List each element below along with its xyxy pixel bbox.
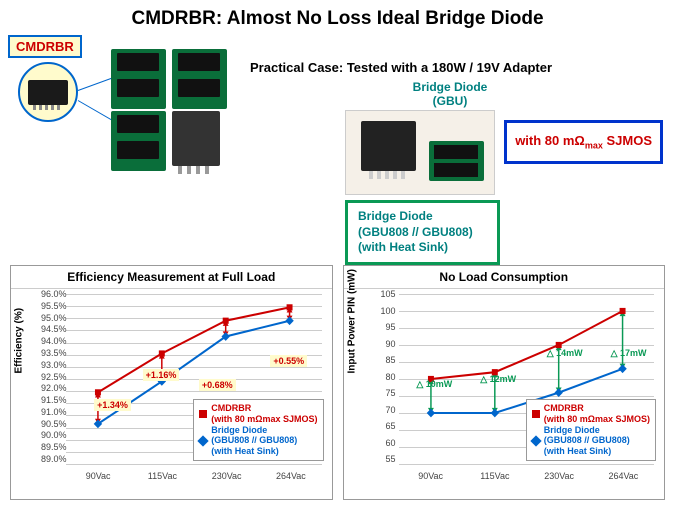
sjmos-text-1: with 80 mΩ	[515, 133, 585, 148]
y-tick-label: 90	[374, 339, 396, 349]
chart-no-load: No Load Consumption △ 10mW △ 12mW △ 14mW △ 1…	[343, 265, 666, 500]
y-tick-label: 91.5%	[41, 395, 63, 405]
bridge-diode-label: Bridge Diode(GBU)	[395, 80, 505, 108]
series-marker	[619, 308, 625, 314]
y-tick-label: 55	[374, 454, 396, 464]
y-tick-label: 92.5%	[41, 372, 63, 382]
charts-row: Efficiency Measurement at Full Load +1.34…	[10, 265, 665, 500]
sjmos-text-2: SJMOS	[603, 133, 652, 148]
sjmos-callout: with 80 mΩmax SJMOS	[504, 120, 663, 164]
series-marker	[285, 316, 293, 325]
pcb-board-2	[172, 49, 227, 109]
x-tick-label: 115Vac	[480, 471, 509, 481]
y-tick-label: 89.0%	[41, 454, 63, 464]
diff-label: +1.16%	[143, 369, 180, 381]
series-marker	[426, 409, 434, 418]
series-marker	[95, 389, 101, 395]
y-tick-label: 100	[374, 306, 396, 316]
y-tick-label: 105	[374, 289, 396, 299]
legend-marker	[198, 435, 209, 446]
chip-icon	[28, 80, 68, 105]
y-tick-label: 94.0%	[41, 336, 63, 346]
y-axis-label: Input Power PIN (mW)	[346, 269, 357, 373]
chart-title: Efficiency Measurement at Full Load	[11, 266, 332, 289]
y-tick-label: 65	[374, 421, 396, 431]
y-tick-label: 93.5%	[41, 348, 63, 358]
chart-title: No Load Consumption	[344, 266, 665, 289]
series-marker	[159, 350, 165, 356]
pcb-board-1	[111, 49, 166, 109]
legend: CMDRBR(with 80 mΩmax SJMOS)Bridge Diode(…	[193, 399, 323, 461]
series-marker	[618, 364, 626, 373]
legend-text: Bridge Diode(GBU808 // GBU808)(with Heat…	[544, 425, 630, 457]
y-tick-label: 96.0%	[41, 289, 63, 299]
subtitle: Practical Case: Tested with a 180W / 19V…	[250, 60, 552, 75]
cmdrbr-callout: CMDRBR	[8, 35, 98, 122]
y-axis-label: Efficiency (%)	[14, 307, 25, 373]
legend-row: CMDRBR(with 80 mΩmax SJMOS)	[199, 403, 317, 425]
pcb-board-4	[429, 141, 484, 181]
y-tick-label: 70	[374, 405, 396, 415]
y-tick-label: 90.5%	[41, 419, 63, 429]
series-marker	[554, 388, 562, 397]
diff-label: △ 14mW	[547, 348, 583, 359]
y-tick-label: 75	[374, 388, 396, 398]
y-tick-label: 60	[374, 438, 396, 448]
y-tick-label: 92.0%	[41, 383, 63, 393]
chart-efficiency: Efficiency Measurement at Full Load +1.34…	[10, 265, 333, 500]
y-tick-label: 90.0%	[41, 430, 63, 440]
x-tick-label: 264Vac	[608, 471, 638, 481]
y-tick-label: 95.0%	[41, 313, 63, 323]
bridge-description-box: Bridge Diode(GBU808 // GBU808)(with Heat…	[345, 200, 500, 265]
series-marker	[223, 318, 229, 324]
series-line	[430, 311, 622, 379]
x-tick-label: 230Vac	[544, 471, 574, 481]
diff-label: △ 12mW	[480, 374, 516, 385]
legend-row: CMDRBR(with 80 mΩmax SJMOS)	[532, 403, 650, 425]
gbu-component-1	[172, 111, 220, 166]
legend-row: Bridge Diode(GBU808 // GBU808)(with Heat…	[199, 425, 317, 457]
legend-marker	[532, 410, 540, 418]
legend-marker	[199, 410, 207, 418]
legend-text: Bridge Diode(GBU808 // GBU808)(with Heat…	[211, 425, 297, 457]
diff-label: △ 10mW	[416, 379, 452, 390]
diff-label: +0.55%	[270, 355, 307, 367]
pcb-board-3	[111, 111, 166, 171]
legend: CMDRBR(with 80 mΩmax SJMOS)Bridge Diode(…	[526, 399, 656, 461]
main-title: CMDRBR: Almost No Loss Ideal Bridge Diod…	[0, 0, 675, 30]
diff-label: +1.34%	[94, 399, 131, 411]
x-tick-label: 115Vac	[148, 471, 177, 481]
series-marker	[490, 409, 498, 418]
grid-line	[66, 464, 322, 465]
y-tick-label: 95	[374, 322, 396, 332]
y-tick-label: 85	[374, 355, 396, 365]
gbu-component-2	[361, 121, 416, 171]
y-tick-label: 93.0%	[41, 360, 63, 370]
x-tick-label: 90Vac	[86, 471, 111, 481]
comparison-photo	[345, 110, 495, 195]
chip-circle	[18, 62, 78, 122]
legend-text: CMDRBR(with 80 mΩmax SJMOS)	[544, 403, 650, 425]
legend-marker	[530, 435, 541, 446]
grid-line	[399, 464, 655, 465]
sjmos-sub: max	[585, 141, 603, 151]
legend-row: Bridge Diode(GBU808 // GBU808)(with Heat…	[532, 425, 650, 457]
y-tick-label: 94.5%	[41, 324, 63, 334]
series-line	[98, 307, 290, 392]
x-tick-label: 230Vac	[212, 471, 242, 481]
series-marker	[287, 304, 293, 310]
legend-text: CMDRBR(with 80 mΩmax SJMOS)	[211, 403, 317, 425]
x-tick-label: 90Vac	[418, 471, 443, 481]
y-tick-label: 91.0%	[41, 407, 63, 417]
cmdrbr-label: CMDRBR	[8, 35, 82, 58]
diff-label: △ 17mW	[611, 348, 647, 359]
y-tick-label: 89.5%	[41, 442, 63, 452]
x-tick-label: 264Vac	[276, 471, 306, 481]
series-marker	[555, 342, 561, 348]
y-tick-label: 80	[374, 372, 396, 382]
diff-label: +0.68%	[199, 379, 236, 391]
y-tick-label: 95.5%	[41, 301, 63, 311]
